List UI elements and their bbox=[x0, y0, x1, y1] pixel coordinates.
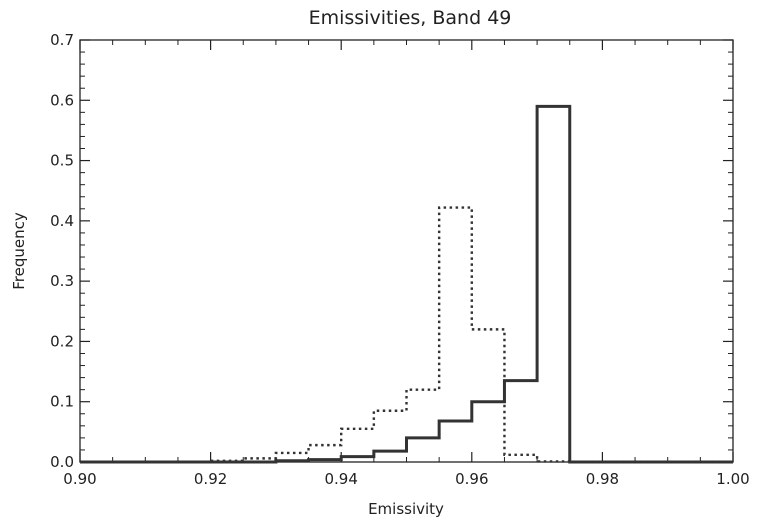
y-tick-label: 0.1 bbox=[50, 393, 74, 411]
x-tick-label: 0.96 bbox=[455, 470, 488, 488]
y-tick-label: 0.3 bbox=[50, 272, 74, 290]
y-tick-label: 0.4 bbox=[50, 212, 74, 230]
x-tick-label: 0.98 bbox=[586, 470, 619, 488]
y-tick-label: 0.0 bbox=[50, 453, 74, 471]
x-tick-label: 0.94 bbox=[324, 470, 357, 488]
y-tick-label: 0.7 bbox=[50, 31, 74, 49]
x-tick-label: 1.00 bbox=[716, 470, 749, 488]
x-tick-label: 0.90 bbox=[63, 470, 96, 488]
axis-ticks bbox=[79, 39, 734, 463]
plot-frame bbox=[79, 39, 734, 463]
y-tick-label: 0.6 bbox=[50, 91, 74, 109]
y-tick-label: 0.5 bbox=[50, 152, 74, 170]
y-tick-label: 0.2 bbox=[50, 332, 74, 350]
y-axis-label: Frequency bbox=[10, 212, 28, 290]
tick-labels: 0.90 0.92 0.94 0.96 0.98 1.00 0.0 0.1 0.2 0.3 0.4 0… bbox=[50, 31, 750, 488]
x-tick-label: 0.92 bbox=[194, 470, 227, 488]
x-axis-label: Emissivity bbox=[368, 500, 444, 518]
chart-title: Emissivities, Band 49 bbox=[309, 7, 512, 29]
data-series bbox=[80, 104, 733, 464]
dotted-histogram-series bbox=[80, 206, 733, 464]
